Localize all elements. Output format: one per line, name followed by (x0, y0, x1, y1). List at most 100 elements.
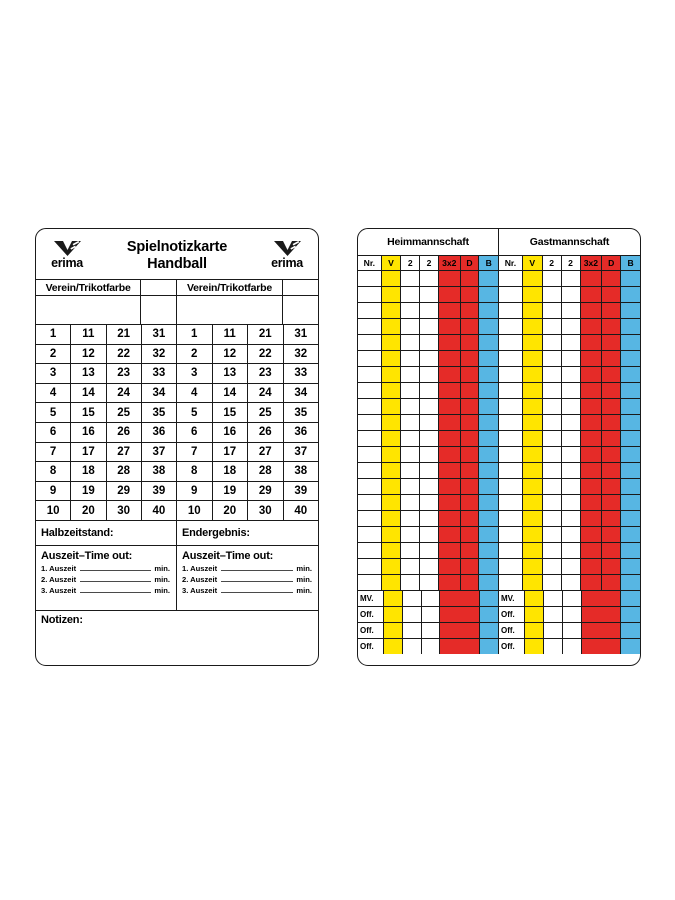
penalty-cell[interactable] (522, 335, 543, 350)
player-number-cell[interactable]: 11 (213, 325, 248, 344)
penalty-cell[interactable] (420, 335, 439, 350)
penalty-cell[interactable] (499, 431, 523, 446)
player-number-cell[interactable]: 39 (294, 485, 308, 498)
penalty-cell[interactable] (580, 479, 603, 494)
penalty-cell[interactable] (381, 287, 402, 302)
penalty-cell[interactable] (460, 543, 480, 558)
penalty-cell[interactable] (479, 271, 498, 286)
penalty-cell[interactable] (440, 591, 461, 606)
player-number-cell[interactable]: 2 (36, 344, 72, 364)
player-number-cell[interactable]: 1 (177, 325, 213, 344)
penalty-cell[interactable] (401, 415, 421, 430)
penalty-cell[interactable] (420, 351, 439, 366)
penalty-cell[interactable] (580, 383, 603, 398)
penalty-cell[interactable] (580, 431, 603, 446)
player-number-cell[interactable]: 37 (294, 445, 308, 458)
player-number-cell[interactable]: 14 (213, 383, 248, 403)
player-number-cell[interactable]: 8 (177, 462, 213, 481)
penalty-cell[interactable] (438, 415, 461, 430)
penalty-cell[interactable] (499, 399, 523, 414)
penalty-cell[interactable] (460, 431, 480, 446)
penalty-cell[interactable] (499, 575, 523, 590)
player-number-cell[interactable]: 3 (177, 364, 213, 383)
penalty-cell[interactable] (581, 639, 603, 654)
penalty-cell[interactable] (522, 543, 543, 558)
penalty-cell[interactable] (460, 511, 480, 526)
penalty-cell[interactable] (499, 527, 523, 542)
player-number-cell[interactable]: 19 (71, 481, 107, 501)
penalty-cell[interactable] (383, 623, 404, 638)
penalty-cell[interactable] (522, 383, 543, 398)
penalty-cell[interactable] (479, 623, 499, 638)
penalty-cell[interactable] (438, 431, 461, 446)
penalty-cell[interactable] (602, 527, 622, 542)
penalty-cell[interactable] (621, 399, 640, 414)
penalty-cell[interactable] (621, 383, 640, 398)
penalty-cell[interactable] (358, 463, 382, 478)
player-number-cell[interactable]: 26 (248, 422, 284, 442)
penalty-cell[interactable] (542, 335, 562, 350)
penalty-cell[interactable] (438, 319, 461, 334)
player-number-cell[interactable]: 20 (71, 501, 107, 520)
penalty-cell[interactable] (542, 287, 562, 302)
penalty-cell[interactable] (381, 319, 402, 334)
player-number-cell[interactable]: 25 (107, 403, 142, 422)
penalty-cell[interactable] (602, 319, 622, 334)
penalty-cell[interactable] (460, 559, 480, 574)
penalty-cell[interactable] (381, 399, 402, 414)
penalty-cell[interactable] (438, 511, 461, 526)
penalty-cell[interactable] (420, 399, 439, 414)
penalty-cell[interactable] (561, 559, 581, 574)
penalty-cell[interactable] (602, 639, 622, 654)
player-number-cell[interactable]: 4 (36, 383, 72, 403)
penalty-cell[interactable] (440, 623, 461, 638)
player-number-cell[interactable]: 17 (213, 442, 248, 462)
penalty-cell[interactable] (621, 447, 640, 462)
player-number-cell[interactable]: 34 (294, 387, 308, 400)
penalty-cell[interactable] (621, 415, 640, 430)
penalty-cell[interactable] (499, 447, 523, 462)
penalty-cell[interactable] (621, 319, 640, 334)
penalty-cell[interactable] (381, 367, 402, 382)
penalty-cell[interactable] (440, 607, 461, 622)
penalty-cell[interactable] (460, 303, 480, 318)
penalty-cell[interactable] (479, 559, 498, 574)
penalty-cell[interactable] (401, 511, 421, 526)
timeout-input-rule[interactable] (221, 570, 294, 572)
penalty-cell[interactable] (420, 479, 439, 494)
penalty-cell[interactable] (420, 319, 439, 334)
penalty-cell[interactable] (381, 463, 402, 478)
penalty-cell[interactable] (421, 639, 441, 654)
penalty-cell[interactable] (420, 495, 439, 510)
player-number-cell[interactable]: 33 (152, 367, 166, 380)
penalty-cell[interactable] (460, 623, 480, 638)
penalty-cell[interactable] (561, 383, 581, 398)
penalty-cell[interactable] (544, 623, 564, 638)
penalty-cell[interactable] (401, 527, 421, 542)
penalty-cell[interactable] (522, 447, 543, 462)
penalty-cell[interactable] (358, 271, 382, 286)
penalty-cell[interactable] (438, 575, 461, 590)
penalty-cell[interactable] (580, 447, 603, 462)
penalty-cell[interactable] (522, 463, 543, 478)
penalty-cell[interactable] (561, 527, 581, 542)
player-number-cell[interactable]: 39 (152, 485, 166, 498)
timeout-line[interactable]: 2. Auszeit min. (182, 576, 312, 584)
penalty-cell[interactable] (561, 351, 581, 366)
penalty-cell[interactable] (621, 463, 640, 478)
penalty-cell[interactable] (358, 495, 382, 510)
player-number-cell[interactable]: 31 (294, 328, 308, 341)
player-number-cell[interactable]: 18 (213, 462, 248, 481)
penalty-cell[interactable] (561, 367, 581, 382)
penalty-cell[interactable] (580, 335, 603, 350)
penalty-cell[interactable] (401, 559, 421, 574)
player-number-cell[interactable]: 27 (107, 442, 142, 462)
player-number-cell[interactable]: 24 (248, 383, 284, 403)
penalty-cell[interactable] (542, 367, 562, 382)
penalty-cell[interactable] (602, 431, 622, 446)
penalty-cell[interactable] (602, 591, 622, 606)
penalty-cell[interactable] (358, 303, 382, 318)
player-number-cell[interactable]: 28 (248, 462, 284, 481)
player-number-cell[interactable]: 9 (177, 481, 213, 501)
penalty-cell[interactable] (381, 527, 402, 542)
